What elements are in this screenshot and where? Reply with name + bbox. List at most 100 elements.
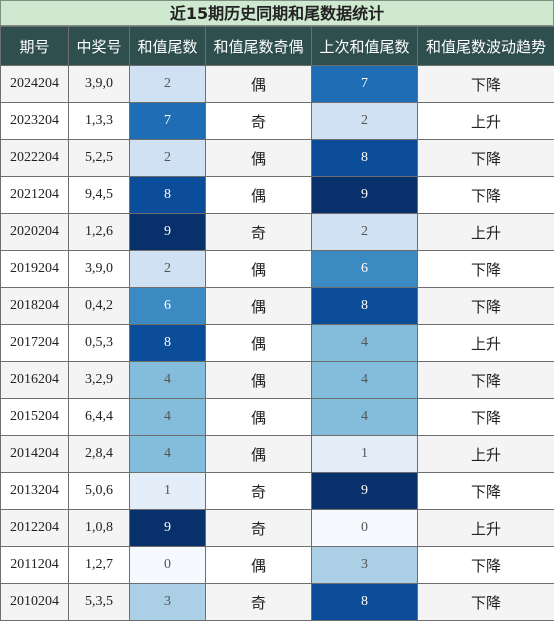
cell-parity: 奇: [206, 103, 312, 140]
cell-period: 2017204: [1, 325, 69, 362]
cell-period: 2024204: [1, 66, 69, 103]
cell-period: 2015204: [1, 399, 69, 436]
cell-prev-tail: 2: [312, 103, 418, 140]
header-numbers: 中奖号: [69, 27, 130, 66]
cell-period: 2013204: [1, 473, 69, 510]
cell-sum-tail: 0: [130, 547, 206, 584]
cell-sum-tail: 4: [130, 362, 206, 399]
cell-parity: 偶: [206, 325, 312, 362]
header-row: 期号 中奖号 和值尾数 和值尾数奇偶 上次和值尾数 和值尾数波动趋势: [1, 27, 554, 66]
cell-prev-tail: 1: [312, 436, 418, 473]
cell-prev-tail: 4: [312, 399, 418, 436]
cell-trend: 下降: [418, 399, 554, 436]
cell-trend: 上升: [418, 436, 554, 473]
cell-numbers: 1,0,8: [69, 510, 130, 547]
cell-sum-tail: 9: [130, 214, 206, 251]
cell-sum-tail: 8: [130, 177, 206, 214]
cell-sum-tail: 4: [130, 399, 206, 436]
cell-trend: 下降: [418, 66, 554, 103]
cell-sum-tail: 9: [130, 510, 206, 547]
cell-prev-tail: 8: [312, 288, 418, 325]
cell-parity: 偶: [206, 436, 312, 473]
cell-prev-tail: 4: [312, 362, 418, 399]
cell-period: 2022204: [1, 140, 69, 177]
cell-prev-tail: 8: [312, 584, 418, 621]
cell-numbers: 3,2,9: [69, 362, 130, 399]
cell-period: 2010204: [1, 584, 69, 621]
header-sum-tail: 和值尾数: [130, 27, 206, 66]
cell-sum-tail: 7: [130, 103, 206, 140]
cell-parity: 偶: [206, 177, 312, 214]
cell-prev-tail: 0: [312, 510, 418, 547]
cell-trend: 下降: [418, 177, 554, 214]
cell-sum-tail: 2: [130, 66, 206, 103]
cell-parity: 偶: [206, 547, 312, 584]
cell-prev-tail: 6: [312, 251, 418, 288]
cell-parity: 偶: [206, 140, 312, 177]
cell-period: 2014204: [1, 436, 69, 473]
cell-period: 2019204: [1, 251, 69, 288]
cell-parity: 偶: [206, 288, 312, 325]
cell-trend: 下降: [418, 251, 554, 288]
header-prev-tail: 上次和值尾数: [312, 27, 418, 66]
cell-numbers: 1,3,3: [69, 103, 130, 140]
cell-prev-tail: 7: [312, 66, 418, 103]
cell-numbers: 3,9,0: [69, 251, 130, 288]
cell-period: 2018204: [1, 288, 69, 325]
cell-trend: 下降: [418, 473, 554, 510]
cell-period: 2016204: [1, 362, 69, 399]
cell-numbers: 2,8,4: [69, 436, 130, 473]
table-title: 近15期历史同期和尾数据统计: [0, 0, 554, 26]
cell-parity: 偶: [206, 251, 312, 288]
header-period: 期号: [1, 27, 69, 66]
cell-prev-tail: 8: [312, 140, 418, 177]
cell-numbers: 0,4,2: [69, 288, 130, 325]
cell-prev-tail: 9: [312, 177, 418, 214]
cell-trend: 上升: [418, 214, 554, 251]
cell-numbers: 5,2,5: [69, 140, 130, 177]
cell-numbers: 6,4,4: [69, 399, 130, 436]
cell-numbers: 0,5,3: [69, 325, 130, 362]
cell-numbers: 9,4,5: [69, 177, 130, 214]
cell-numbers: 5,3,5: [69, 584, 130, 621]
cell-sum-tail: 3: [130, 584, 206, 621]
cell-prev-tail: 3: [312, 547, 418, 584]
cell-sum-tail: 2: [130, 251, 206, 288]
cell-trend: 上升: [418, 103, 554, 140]
cell-numbers: 5,0,6: [69, 473, 130, 510]
cell-prev-tail: 9: [312, 473, 418, 510]
cell-sum-tail: 4: [130, 436, 206, 473]
cell-prev-tail: 2: [312, 214, 418, 251]
cell-trend: 上升: [418, 325, 554, 362]
header-trend: 和值尾数波动趋势: [418, 27, 554, 66]
cell-sum-tail: 1: [130, 473, 206, 510]
cell-trend: 下降: [418, 584, 554, 621]
cell-parity: 奇: [206, 214, 312, 251]
cell-parity: 偶: [206, 362, 312, 399]
cell-parity: 偶: [206, 66, 312, 103]
cell-trend: 下降: [418, 547, 554, 584]
stats-table: 期号 中奖号 和值尾数 和值尾数奇偶 上次和值尾数 和值尾数波动趋势 20242…: [0, 26, 554, 621]
cell-period: 2023204: [1, 103, 69, 140]
cell-sum-tail: 8: [130, 325, 206, 362]
cell-parity: 偶: [206, 399, 312, 436]
cell-period: 2020204: [1, 214, 69, 251]
cell-parity: 奇: [206, 510, 312, 547]
cell-trend: 下降: [418, 362, 554, 399]
cell-trend: 下降: [418, 288, 554, 325]
